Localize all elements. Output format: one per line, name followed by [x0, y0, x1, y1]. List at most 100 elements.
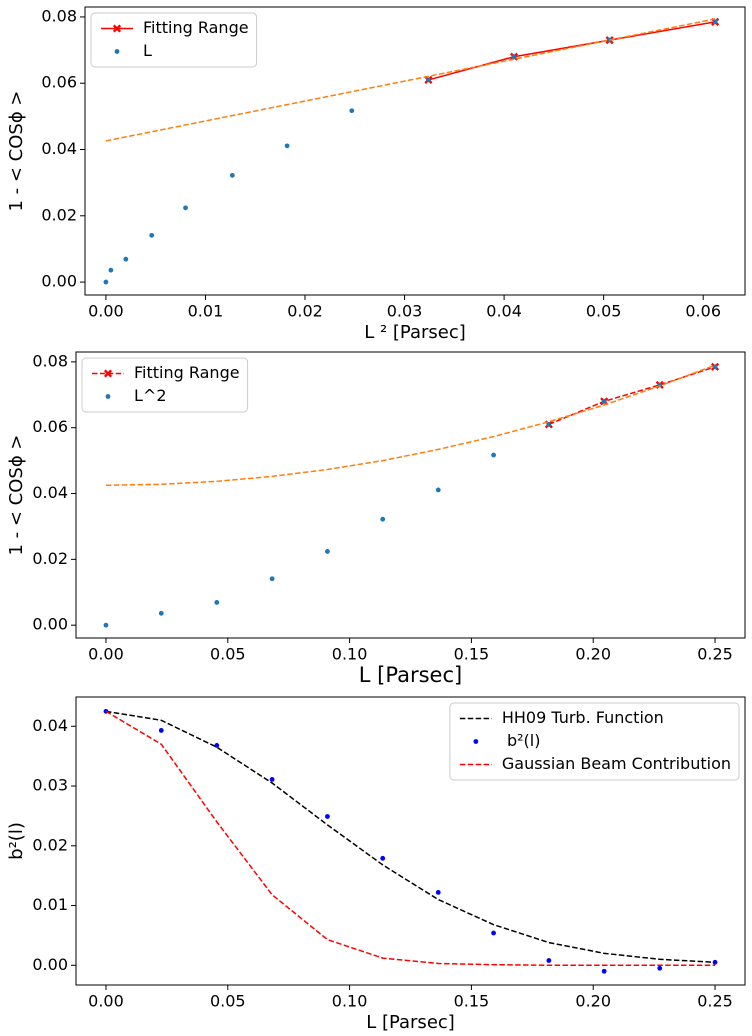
x-tick-label: 0.02 — [287, 302, 323, 321]
series-line — [428, 21, 716, 81]
scatter-point — [546, 958, 552, 963]
scatter-point — [325, 814, 330, 819]
y-tick-label: 0.00 — [32, 955, 68, 974]
x-tick-label: 0.00 — [88, 645, 124, 664]
scatter-point — [380, 855, 386, 861]
plot-frame — [84, 6, 746, 296]
scatter-point — [546, 422, 552, 427]
scatter-point — [214, 742, 220, 748]
x-tick-label: 0.04 — [486, 302, 522, 321]
y-tick-label: 0.00 — [32, 615, 68, 634]
scatter-point — [158, 728, 164, 733]
x-tick-label: 0.15 — [454, 992, 490, 1011]
y-axis-label: 1 - < COSϕ > — [6, 90, 27, 211]
scatter-point — [712, 364, 718, 370]
y-axis-label: 1 - < COSϕ > — [6, 434, 27, 555]
x-tick-label: 0.05 — [210, 645, 246, 664]
x-tick-label: 0.20 — [575, 645, 611, 664]
x-axis-label: L [Parsec] — [366, 1012, 455, 1033]
x-tick-label: 0.25 — [697, 992, 733, 1011]
scatter-point — [214, 600, 220, 605]
scatter-point — [108, 267, 114, 273]
y-tick-label: 0.04 — [32, 716, 68, 735]
scatter-point — [435, 889, 441, 895]
legend-label: Gaussian Beam Contribution — [502, 754, 731, 773]
y-tick-label: 0.08 — [32, 351, 68, 370]
legend-box — [90, 12, 258, 68]
scatter-point — [103, 622, 109, 628]
scatter-point — [511, 54, 517, 60]
x-axis-label: L [Parsec] — [359, 663, 462, 687]
x-tick-label: 0.10 — [332, 645, 368, 664]
y-tick-label: 0.01 — [32, 895, 68, 914]
legend-label: b²(l) — [502, 731, 541, 750]
legend-label: Fitting Range — [134, 363, 240, 382]
legend-label: Fitting Range — [143, 18, 249, 37]
scatter-point — [284, 143, 290, 149]
series-line — [105, 364, 716, 487]
x-tick-label: 0.15 — [454, 645, 490, 664]
series-line — [105, 710, 716, 964]
scatter-point — [123, 256, 129, 262]
legend-swatch — [103, 369, 113, 378]
scatter-point — [491, 452, 496, 458]
scatter-point — [269, 576, 275, 582]
y-tick-label: 0.02 — [41, 205, 77, 224]
legend-swatch — [105, 394, 111, 399]
scatter-point — [601, 968, 607, 974]
subplot: 0.00 0.01 0.02 0.03 0.04 0.05 0.06 0.00 0.02 0.04… — [6, 6, 746, 343]
legend-label: L^2 — [134, 386, 167, 405]
legend: Fitting Range L — [90, 12, 258, 68]
x-tick-label: 0.05 — [586, 302, 622, 321]
legend-label: HH09 Turb. Function — [502, 708, 664, 727]
y-tick-label: 0.02 — [32, 549, 68, 568]
x-axis-label: L ² [Parsec] — [364, 322, 466, 343]
scatter-point — [349, 108, 355, 114]
legend-box — [449, 702, 740, 781]
scatter-point — [149, 232, 155, 238]
scatter-point — [657, 965, 663, 971]
y-tick-label: 0.06 — [32, 417, 68, 436]
subplot: 0.00 0.05 0.10 0.15 0.20 0.25 0.00 0.02 0.04 0.06… — [6, 351, 746, 687]
y-tick-label: 0.03 — [32, 776, 68, 795]
y-tick-label: 0.00 — [41, 272, 77, 291]
x-tick-label: 0.01 — [188, 302, 224, 321]
scatter-point — [491, 930, 496, 936]
scatter-point — [269, 777, 275, 782]
y-tick-label: 0.04 — [41, 139, 77, 158]
legend: HH09 Turb. Function b²(l) Gaussian Beam C… — [449, 702, 740, 781]
x-tick-label: 0.06 — [685, 302, 721, 321]
series-line — [105, 710, 716, 967]
scatter-point — [601, 398, 607, 404]
plot-frame — [75, 351, 746, 639]
plot-frame — [75, 696, 746, 986]
scatter-point — [426, 77, 431, 83]
legend-label: L — [143, 41, 152, 60]
y-tick-label: 0.06 — [41, 73, 77, 92]
scatter-point — [325, 549, 330, 554]
legend-swatch — [112, 24, 122, 33]
scatter-point — [229, 172, 235, 178]
x-tick-label: 0.10 — [332, 992, 368, 1011]
legend-swatch — [473, 739, 479, 744]
legend-swatch — [114, 49, 120, 54]
y-tick-label: 0.08 — [41, 6, 77, 25]
x-tick-label: 0.05 — [210, 992, 246, 1011]
scatter-point — [435, 487, 441, 493]
y-tick-label: 0.04 — [32, 483, 68, 502]
scatter-point — [158, 610, 164, 616]
scatter-point — [712, 19, 718, 25]
series-line — [105, 18, 716, 142]
subplot: 0.00 0.05 0.10 0.15 0.20 0.25 0.00 0.01 0.02 0.03… — [6, 696, 746, 1033]
legend: Fitting Range L^2 — [81, 357, 249, 413]
x-tick-label: 0.25 — [697, 645, 733, 664]
scatter-point — [103, 279, 109, 285]
x-tick-label: 0.20 — [575, 992, 611, 1011]
x-tick-label: 0.00 — [88, 992, 124, 1011]
y-axis-label: b²(l) — [6, 822, 27, 860]
y-tick-label: 0.02 — [32, 835, 68, 854]
x-tick-label: 0.00 — [88, 302, 124, 321]
scatter-point — [183, 205, 188, 211]
